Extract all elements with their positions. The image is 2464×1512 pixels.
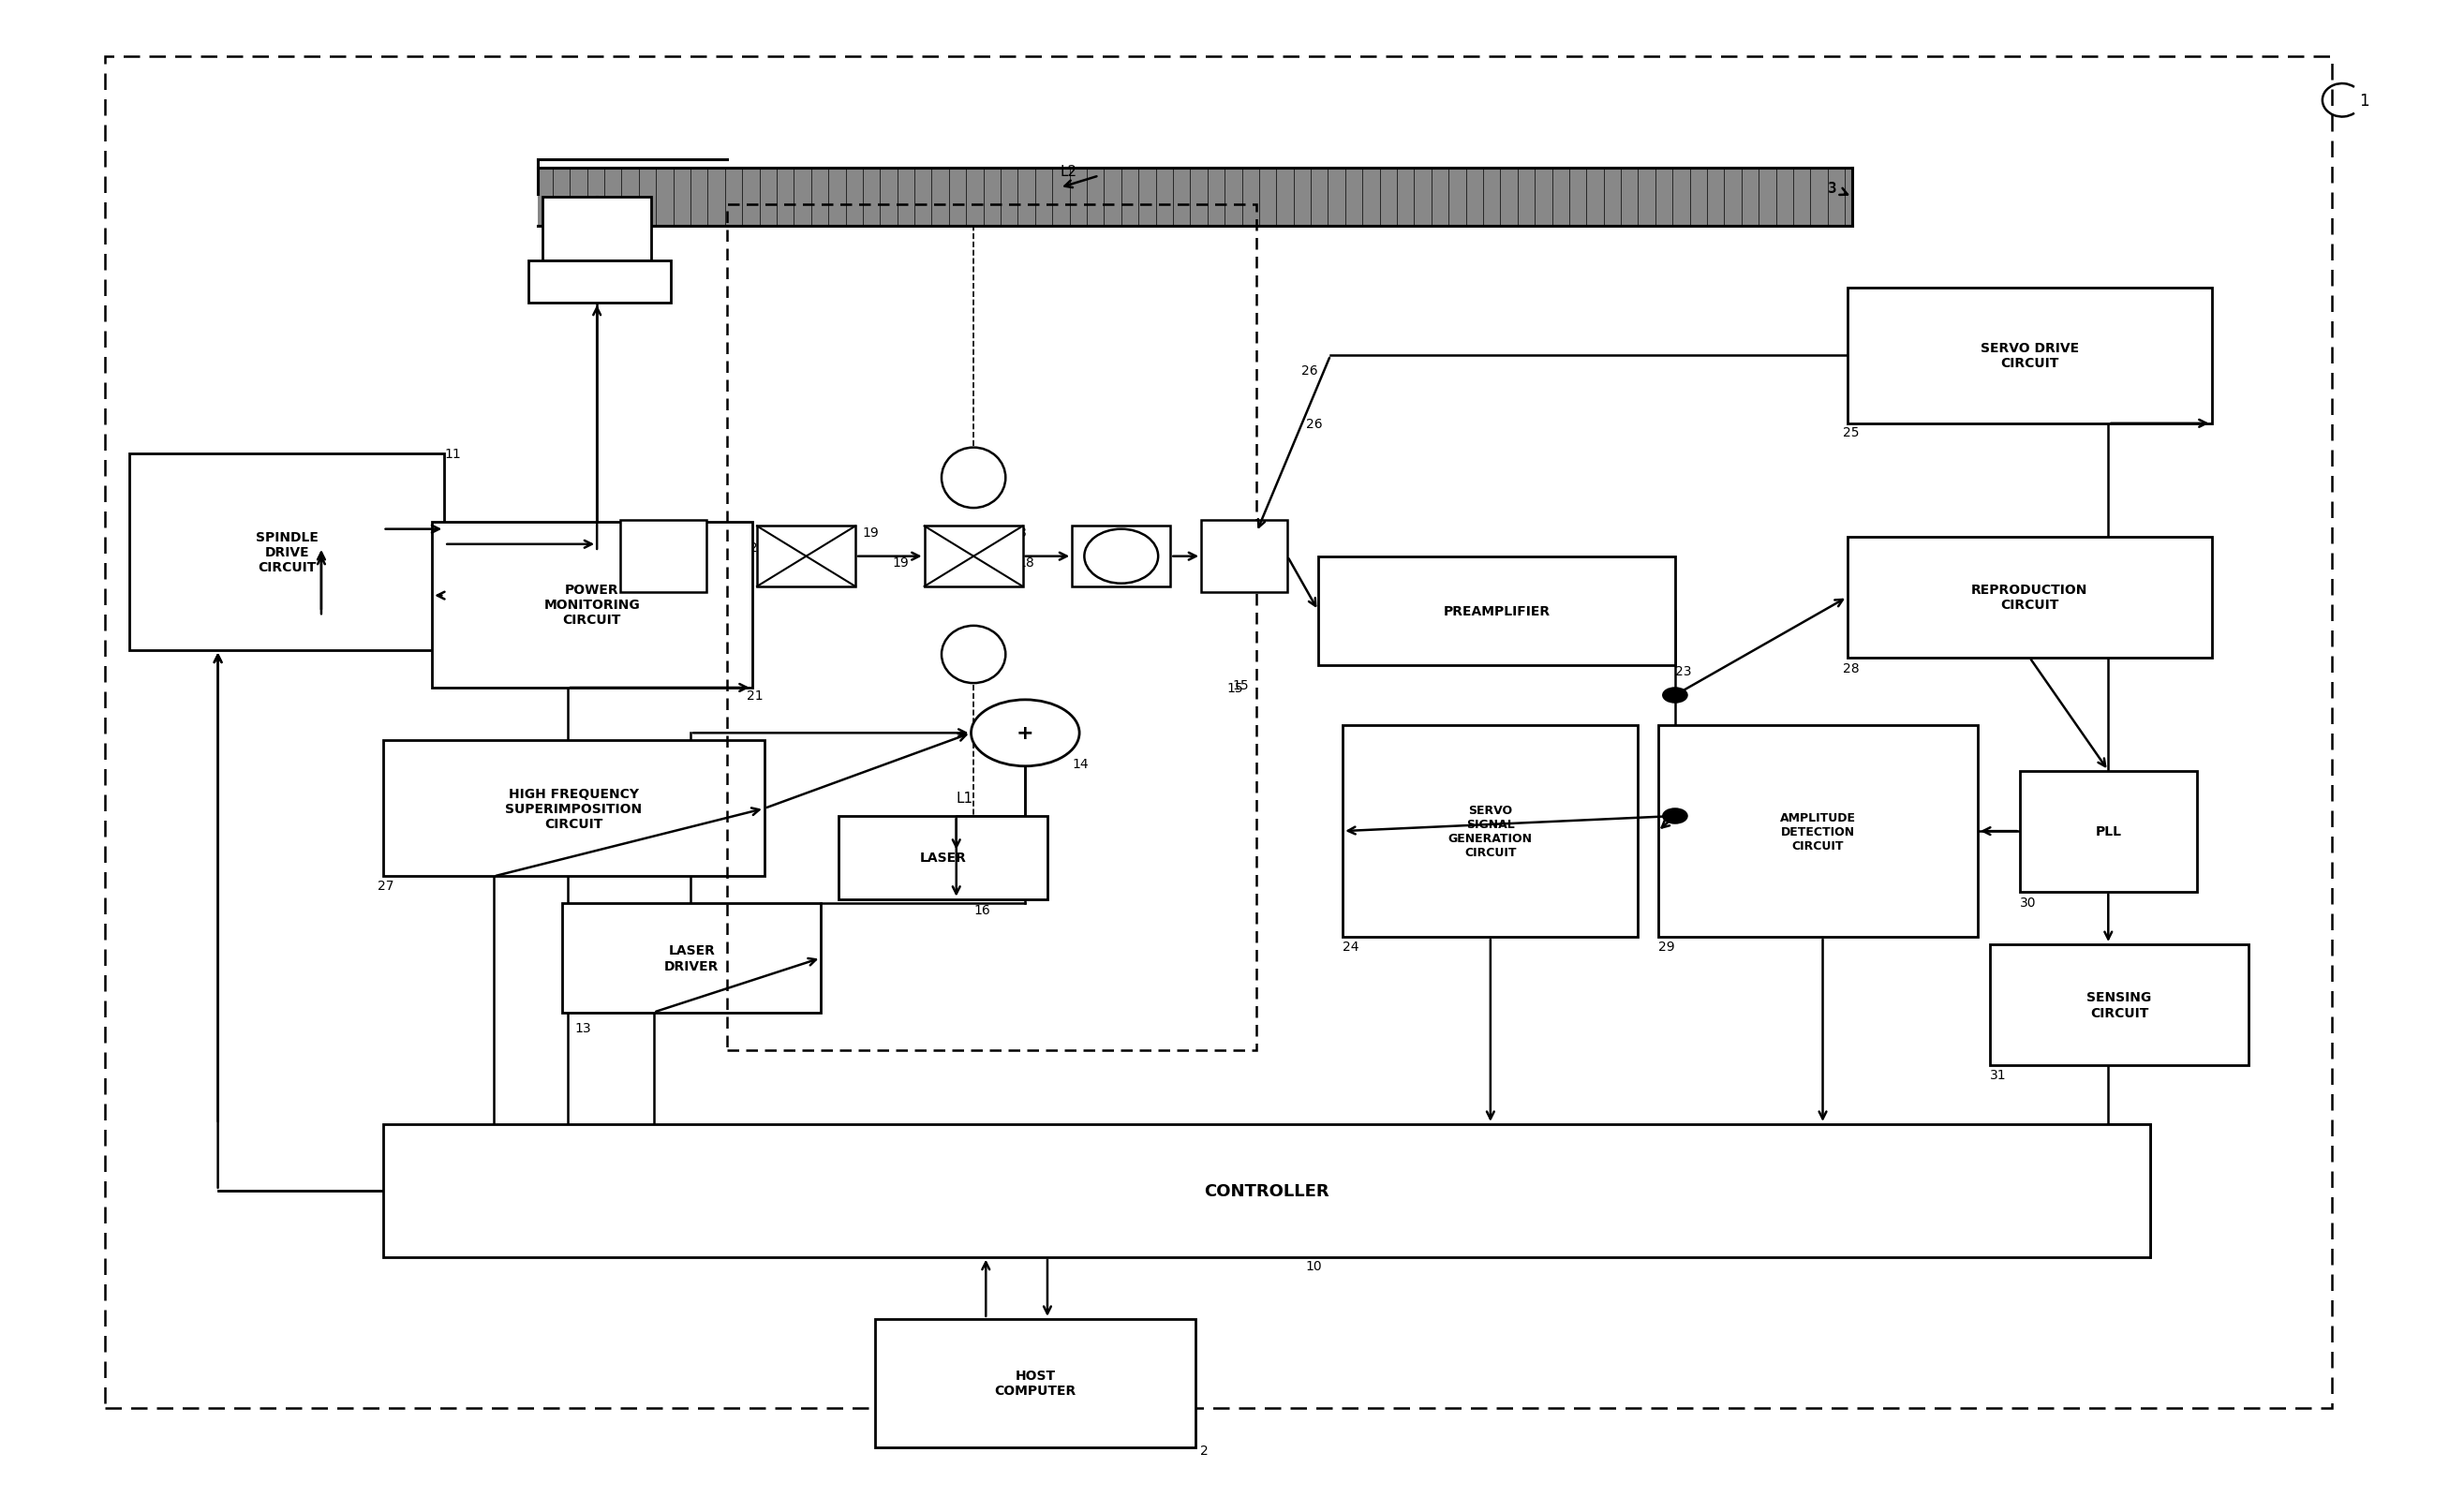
Bar (1072, 526, 1170, 587)
Circle shape (1663, 688, 1688, 703)
Bar (875, 1318, 1195, 1447)
Text: L1: L1 (956, 791, 973, 806)
Text: 16: 16 (973, 903, 991, 916)
Text: LASER
DRIVER: LASER DRIVER (665, 943, 719, 972)
Text: 22: 22 (1257, 572, 1274, 585)
Text: HOST
COMPUTER: HOST COMPUTER (993, 1368, 1077, 1397)
Text: 19: 19 (892, 556, 909, 570)
Text: 15: 15 (1232, 679, 1249, 691)
Bar (431, 522, 752, 688)
Text: SENSING
CIRCUIT: SENSING CIRCUIT (2087, 990, 2151, 1019)
Text: 3: 3 (1828, 181, 1836, 195)
Bar (1991, 945, 2250, 1066)
Bar (382, 1125, 2151, 1256)
Bar (1318, 556, 1676, 665)
Text: 17: 17 (744, 788, 761, 800)
Bar (621, 520, 707, 593)
Bar (103, 57, 2333, 1408)
Bar (1848, 537, 2213, 658)
Text: 29: 29 (1658, 939, 1676, 953)
Text: 26: 26 (1306, 417, 1323, 431)
Text: SERVO
SIGNAL
GENERATION
CIRCUIT: SERVO SIGNAL GENERATION CIRCUIT (1449, 804, 1533, 859)
Text: CONTROLLER: CONTROLLER (1205, 1182, 1328, 1199)
Text: 21: 21 (747, 689, 764, 702)
Text: 31: 31 (1991, 1067, 2006, 1081)
Text: 13: 13 (574, 1021, 591, 1034)
Bar (727, 206, 1257, 1051)
Text: L2: L2 (1060, 165, 1077, 178)
Bar (1343, 726, 1639, 937)
Text: 3: 3 (1828, 181, 1836, 195)
Text: 25: 25 (1843, 426, 1858, 440)
Bar (537, 169, 1853, 227)
Text: SPINDLE
DRIVE
CIRCUIT: SPINDLE DRIVE CIRCUIT (256, 531, 318, 575)
Bar (1658, 726, 1979, 937)
Text: 18: 18 (1018, 556, 1035, 570)
Text: 18: 18 (1010, 526, 1027, 540)
Text: 24: 24 (1343, 939, 1360, 953)
Text: REPRODUCTION
CIRCUIT: REPRODUCTION CIRCUIT (1971, 584, 2087, 612)
Bar (1202, 520, 1286, 593)
Text: 12: 12 (547, 263, 564, 277)
Bar (2020, 771, 2198, 892)
Bar (756, 526, 855, 587)
Circle shape (1663, 809, 1688, 824)
Bar (924, 526, 1023, 587)
Text: 15: 15 (1227, 682, 1244, 694)
Bar (382, 741, 764, 877)
Text: 14: 14 (1072, 758, 1089, 770)
Text: +: + (1018, 724, 1035, 742)
Circle shape (971, 700, 1079, 767)
Text: 28: 28 (1843, 662, 1858, 674)
Text: 26: 26 (1301, 364, 1318, 378)
Text: 20: 20 (734, 526, 752, 540)
Text: PREAMPLIFIER: PREAMPLIFIER (1444, 605, 1550, 617)
Text: LASER: LASER (919, 851, 966, 865)
Text: 10: 10 (1306, 1259, 1323, 1273)
Bar (542, 198, 650, 262)
Text: 2: 2 (1200, 1444, 1207, 1458)
Text: 23: 23 (1676, 665, 1690, 677)
Bar (562, 904, 821, 1013)
Text: 11: 11 (444, 448, 461, 461)
Bar (128, 454, 444, 650)
Text: 17: 17 (744, 792, 761, 804)
Text: 22: 22 (1257, 538, 1274, 552)
Text: SERVO DRIVE
CIRCUIT: SERVO DRIVE CIRCUIT (1981, 342, 2080, 370)
Text: 1: 1 (2361, 92, 2370, 109)
Text: 20: 20 (749, 541, 766, 555)
Text: PLL: PLL (2094, 826, 2122, 838)
Bar (1848, 289, 2213, 423)
Text: 30: 30 (2020, 895, 2035, 909)
Text: AMPLITUDE
DETECTION
CIRCUIT: AMPLITUDE DETECTION CIRCUIT (1779, 812, 1855, 851)
Ellipse shape (941, 626, 1005, 683)
Bar (527, 262, 670, 304)
Ellipse shape (1084, 529, 1158, 584)
Ellipse shape (941, 448, 1005, 508)
Bar (838, 816, 1047, 900)
Text: POWER
MONITORING
CIRCUIT: POWER MONITORING CIRCUIT (545, 584, 641, 627)
Text: HIGH FREQUENCY
SUPERIMPOSITION
CIRCUIT: HIGH FREQUENCY SUPERIMPOSITION CIRCUIT (505, 788, 643, 830)
Text: 19: 19 (862, 526, 880, 540)
Text: 27: 27 (377, 880, 394, 892)
